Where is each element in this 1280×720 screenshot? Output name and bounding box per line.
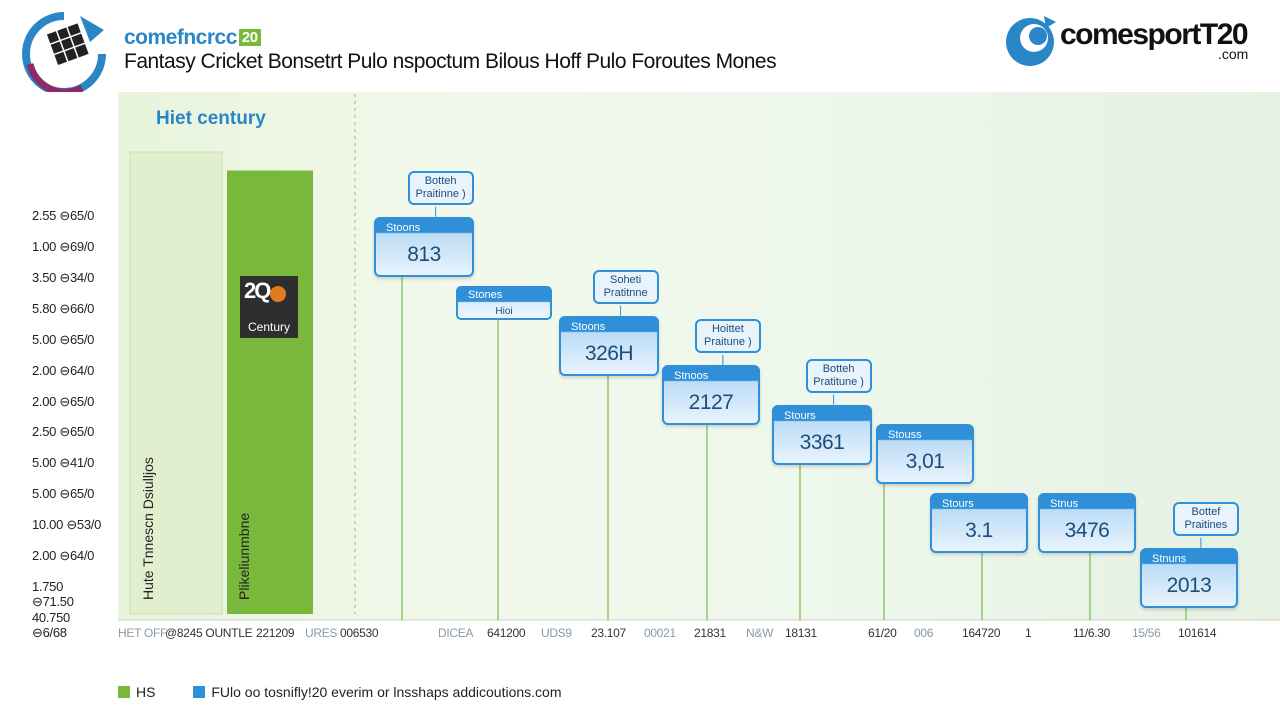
card-label: Stoons (386, 221, 421, 234)
bar (129, 151, 223, 615)
legend-item: HS (118, 684, 155, 700)
card-label: Stoons (571, 320, 606, 333)
y-tick-label: 1.00 ⊖69/0 (32, 238, 95, 254)
y-tick-label: 2.55 ⊖65/0 (32, 208, 95, 223)
x-tick-label: 006 (914, 626, 934, 640)
card-value: 813 (407, 242, 441, 266)
callout-bubble: Botteh Pratitune ) (805, 358, 872, 393)
stat-card: Stnoos 2127 (662, 365, 760, 425)
y-tick-label: 5.80 ⊖66/0 (32, 300, 95, 316)
x-tick-label: 61/20 (868, 626, 897, 640)
y-tick-label: 5.00 ⊖65/0 (32, 486, 95, 502)
legend-item: FUlo oo tosnifly!20 everim or lnsshaps a… (193, 684, 562, 700)
x-tick-label: 00021 (644, 626, 676, 640)
stat-card: Stouss 3,01 (876, 424, 974, 485)
y-tick-label: 3.50 ⊖34/0 (32, 269, 95, 285)
x-tick-label: HET OFF (118, 626, 168, 640)
cricket-ball-icon (270, 286, 286, 302)
century-badge: 2Q Century (240, 276, 298, 338)
x-tick-label: N&W (746, 626, 774, 640)
card-label: Stours (942, 498, 974, 511)
legend-swatch (193, 686, 206, 698)
x-tick-label: UDS9 (541, 626, 572, 640)
callout-bubble: Botteh Praitinne ) (407, 170, 474, 205)
card-label: Stnus (1050, 498, 1079, 511)
y-tick-label: 10.00 ⊖53/0 (32, 517, 102, 533)
stat-card: Stoons 326H (559, 315, 659, 376)
x-tick-label: @8245 OUNTLE (165, 626, 253, 640)
card-value: 3.1 (965, 519, 993, 543)
badge-label: Century (247, 320, 291, 334)
card-label: Stours (784, 409, 816, 422)
bar-label: Plikeliunmbne (236, 512, 252, 600)
stat-card: Stours 3.1 (930, 493, 1028, 554)
stat-card: Stones Hioi (456, 285, 552, 320)
card-value: 3361 (799, 430, 845, 454)
chart-title: Hiet century (156, 108, 266, 129)
x-tick-label: URES (305, 626, 338, 640)
y-tick-label: 2.50 ⊖65/0 (32, 424, 95, 440)
partner-brand: comesportT20 (1060, 18, 1249, 51)
swirl-logo-icon (1006, 16, 1056, 66)
badge-number: 2Q (244, 278, 271, 303)
callout-bubble: Soheti Pratitnne (592, 269, 659, 304)
x-tick-label: 15/56 (1132, 626, 1161, 640)
bar (227, 170, 313, 615)
legend: HS FUlo oo tosnifly!20 everim or lnsshap… (118, 684, 562, 700)
y-tick-label: 5.00 ⊖65/0 (32, 331, 95, 347)
callout-bubble: Hoittet Praitune ) (694, 319, 761, 353)
stat-card: Stours 3361 (772, 404, 872, 465)
card-value: 2127 (688, 391, 734, 414)
x-tick-label: 11/6.30 (1073, 626, 1111, 640)
stat-card: Stoons 813 (374, 216, 474, 277)
header: comefncrcc 20 Fantasy Cricket Bonsetrt Pu… (0, 0, 1280, 92)
card-value: 326H (584, 341, 634, 365)
card-label: Stnoos (674, 370, 709, 382)
legend-swatch (118, 686, 130, 698)
legend-label: FUlo oo tosnifly!20 everim or lnsshaps a… (211, 684, 562, 700)
stat-card: Stnus 3476 (1038, 493, 1136, 554)
y-tick-label: 1.750 ⊖71.50 (32, 579, 74, 610)
partner-domain: .com (1218, 46, 1249, 62)
card-value: 3476 (1064, 519, 1110, 543)
x-tick-label: 1 (1025, 626, 1032, 640)
y-tick-label: 2.00 ⊖65/0 (32, 393, 95, 409)
x-tick-label: 221209 (256, 626, 295, 640)
x-tick-label: 641200 (487, 626, 526, 640)
card-value: Hioi (495, 305, 513, 317)
brand-tag: 20 (238, 29, 261, 46)
card-label: Stouss (888, 429, 922, 442)
x-tick-label: 006530 (340, 626, 379, 640)
card-label: Stnuns (1152, 552, 1187, 565)
y-tick-label: 2.00 ⊖64/0 (32, 548, 95, 564)
x-tick-label: 21831 (694, 626, 726, 640)
x-tick-label: 23.107 (591, 626, 626, 640)
y-tick-label: 2.00 ⊖64/0 (32, 362, 95, 378)
card-label: Stones (468, 288, 503, 301)
y-tick-label: 40.750 ⊖6/68 (32, 610, 70, 640)
brand-logo-icon (22, 12, 106, 92)
card-value: 2013 (1166, 573, 1212, 597)
x-tick-label: 18131 (785, 626, 817, 640)
y-tick-label: 5.00 ⊖41/0 (32, 455, 95, 471)
brand-name: comefncrcc 20 (124, 26, 261, 50)
callout-bubble: Bottef Praitines (1172, 501, 1239, 536)
card-value: 3,01 (905, 450, 945, 474)
page-subtitle: Fantasy Cricket Bonsetrt Pulo nspoctum B… (124, 50, 777, 73)
x-tick-label: 101614 (1178, 626, 1217, 640)
x-tick-label: 164720 (962, 626, 1001, 640)
stat-card: Stnuns 2013 (1140, 547, 1238, 608)
legend-label: HS (136, 684, 156, 700)
bar-label: Hute Tnnescn Dsiulljos (140, 457, 156, 600)
x-tick-label: DICEA (438, 626, 474, 640)
